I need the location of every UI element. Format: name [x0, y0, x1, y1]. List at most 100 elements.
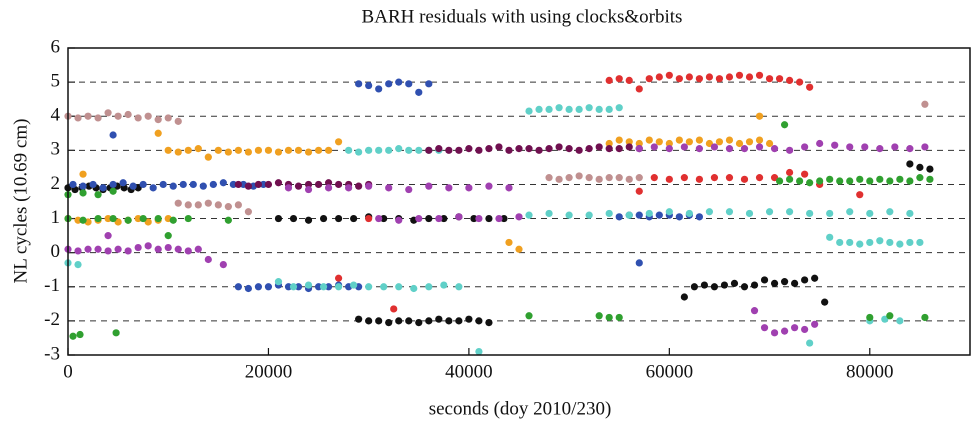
point	[415, 146, 423, 154]
point	[811, 320, 819, 328]
point	[535, 146, 543, 154]
point	[94, 214, 102, 223]
point	[615, 213, 623, 221]
point	[109, 187, 117, 195]
point	[735, 139, 744, 148]
point	[801, 325, 809, 334]
x-tick-label: 40000	[445, 361, 493, 382]
point	[555, 175, 563, 183]
point	[625, 211, 633, 219]
point	[194, 245, 202, 253]
point	[625, 143, 633, 151]
point	[505, 238, 513, 247]
point	[615, 145, 623, 153]
point	[585, 104, 593, 112]
point	[575, 172, 583, 180]
point	[710, 283, 719, 291]
point	[605, 174, 613, 182]
point	[244, 208, 252, 216]
point	[856, 175, 864, 183]
point	[730, 279, 739, 287]
point	[665, 71, 673, 79]
point	[194, 145, 202, 153]
point	[294, 182, 303, 190]
point	[74, 114, 82, 122]
point	[755, 174, 764, 182]
point	[831, 141, 839, 149]
point	[926, 175, 934, 183]
point	[425, 317, 433, 325]
point	[435, 315, 443, 323]
point	[390, 305, 398, 313]
point	[635, 259, 643, 267]
point	[184, 214, 192, 223]
point	[745, 138, 754, 146]
point	[715, 138, 724, 146]
point	[921, 313, 929, 322]
point	[886, 208, 894, 216]
point	[199, 182, 207, 190]
point	[184, 247, 192, 255]
point	[801, 276, 809, 284]
point	[545, 105, 553, 113]
point	[124, 247, 132, 255]
point	[896, 317, 904, 325]
point	[595, 312, 603, 320]
point	[304, 180, 313, 189]
point	[545, 145, 553, 153]
point	[921, 143, 929, 151]
point	[164, 114, 172, 122]
point	[801, 143, 809, 151]
point	[84, 245, 92, 253]
point	[144, 112, 152, 120]
point	[861, 143, 869, 151]
point	[134, 214, 142, 223]
point	[710, 174, 719, 182]
point	[244, 148, 252, 156]
point	[786, 175, 794, 183]
point	[79, 216, 87, 224]
point	[575, 105, 583, 113]
y-tick-label: -3	[44, 343, 60, 364]
point	[109, 214, 117, 223]
point	[435, 214, 443, 223]
point	[164, 232, 172, 240]
x-axis-label: seconds (doy 2010/230)	[429, 398, 612, 419]
point	[154, 116, 162, 124]
point	[585, 145, 593, 153]
point	[350, 281, 358, 289]
point	[780, 278, 789, 286]
point	[254, 180, 263, 189]
point	[826, 209, 834, 218]
point	[254, 283, 263, 291]
point	[745, 209, 754, 218]
point	[445, 184, 453, 192]
point	[355, 182, 363, 190]
point	[174, 148, 182, 156]
point	[725, 208, 734, 216]
point	[896, 240, 904, 248]
point	[69, 180, 77, 189]
point	[695, 136, 704, 144]
point	[259, 180, 268, 189]
point	[410, 284, 418, 293]
point	[685, 209, 693, 218]
point	[685, 73, 693, 81]
point	[114, 245, 122, 253]
point	[906, 177, 914, 185]
point	[685, 138, 693, 146]
point	[244, 182, 252, 190]
point	[535, 105, 543, 113]
point	[314, 146, 323, 154]
point	[114, 112, 122, 120]
point	[750, 281, 759, 289]
point	[335, 214, 343, 223]
point	[440, 281, 448, 289]
point	[655, 211, 663, 219]
point	[319, 214, 328, 223]
point	[605, 76, 613, 85]
point	[886, 312, 894, 320]
plot-frame	[67, 47, 971, 356]
point	[811, 274, 819, 282]
point	[515, 145, 523, 153]
